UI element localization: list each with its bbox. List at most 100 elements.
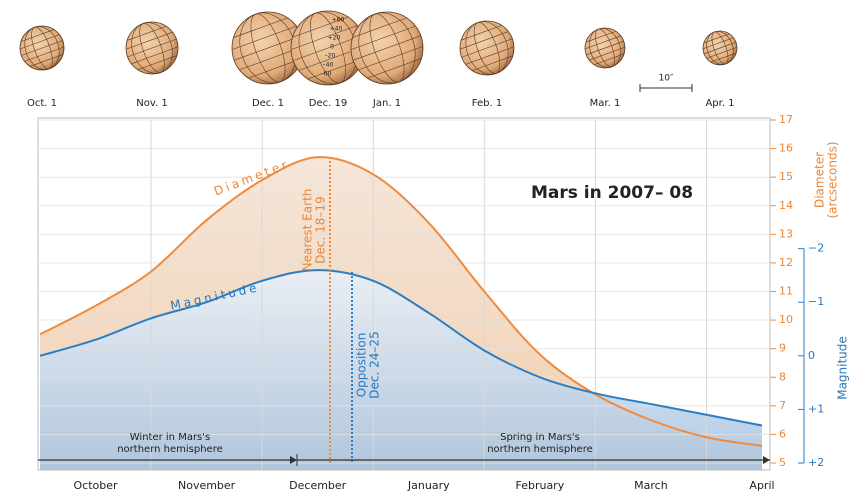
globe-parallel bbox=[127, 25, 167, 41]
globe-parallel bbox=[593, 53, 625, 66]
globe-meridian bbox=[589, 28, 621, 68]
y-axis-title: Diameter bbox=[813, 152, 827, 208]
globe-parallel bbox=[706, 46, 738, 59]
y-tick-label: 8 bbox=[779, 370, 786, 383]
globe-label: Dec. 19 bbox=[309, 98, 347, 109]
globe-meridian bbox=[24, 26, 60, 70]
plot-area bbox=[37, 117, 771, 471]
y-tick-label: 10 bbox=[779, 313, 793, 326]
globe-latitude: –60 bbox=[321, 71, 332, 78]
globe bbox=[19, 25, 65, 71]
x-tick-label: December bbox=[289, 479, 347, 492]
globe-parallel bbox=[20, 29, 55, 42]
y2-tick-label: +2 bbox=[808, 456, 824, 469]
globe-parallel bbox=[703, 41, 737, 55]
annotation: northern hemisphere bbox=[117, 444, 223, 455]
y-tick-label: 5 bbox=[779, 456, 786, 469]
globe-parallel bbox=[358, 46, 424, 71]
globe-parallel bbox=[131, 46, 179, 65]
globe-parallel bbox=[125, 31, 173, 50]
globe-parallel bbox=[459, 31, 509, 50]
y2-tick-label: 0 bbox=[808, 349, 815, 362]
globe-meridian bbox=[706, 31, 734, 65]
y2-tick-label: −1 bbox=[808, 295, 824, 308]
globe-latitude: –20 bbox=[325, 53, 336, 60]
globe-parallel bbox=[21, 40, 63, 56]
globe-parallel bbox=[586, 40, 624, 56]
scale-bar-label: 10″ bbox=[659, 74, 674, 84]
globe-parallel bbox=[702, 37, 734, 50]
annotation: Spring in Mars's bbox=[500, 432, 580, 443]
globe-parallel bbox=[461, 25, 502, 41]
y-tick-label: 13 bbox=[779, 227, 793, 240]
globe-meridian bbox=[131, 22, 173, 74]
globe-parallel bbox=[703, 33, 730, 44]
x-tick-label: January bbox=[407, 479, 450, 492]
y-tick-label: 7 bbox=[779, 399, 786, 412]
series-line bbox=[39, 156, 763, 447]
annotation: Opposition bbox=[355, 333, 369, 398]
globe-parallel bbox=[234, 35, 302, 61]
globe-latitude: +40 bbox=[330, 26, 343, 33]
arrow-head bbox=[290, 456, 297, 464]
y-tick-label: 6 bbox=[779, 427, 786, 440]
globe bbox=[350, 11, 424, 85]
globe-parallel bbox=[461, 38, 513, 58]
globe-parallel bbox=[350, 25, 416, 50]
globe-latitude: +20 bbox=[328, 35, 341, 42]
annotation: Nearest Earth bbox=[301, 189, 315, 272]
x-tick-label: March bbox=[634, 479, 668, 492]
globe-parallel bbox=[290, 25, 358, 50]
globe-meridian bbox=[358, 12, 416, 84]
globe bbox=[459, 20, 515, 76]
globe-latitude: +60 bbox=[332, 17, 345, 24]
y-tick-label: 12 bbox=[779, 256, 793, 269]
globe-parallel bbox=[367, 58, 422, 79]
y2-tick-label: −2 bbox=[808, 242, 824, 255]
globe-parallel bbox=[233, 17, 288, 38]
series-line bbox=[39, 269, 763, 427]
globe-parallel bbox=[231, 25, 297, 50]
y2-tick-label: +1 bbox=[808, 402, 824, 415]
x-tick-label: October bbox=[74, 479, 118, 492]
annotation: Winter in Mars's bbox=[130, 432, 210, 443]
y-tick-label: 15 bbox=[779, 170, 793, 183]
globe-parallel bbox=[472, 55, 513, 71]
y-tick-label: 11 bbox=[779, 285, 793, 298]
globe bbox=[584, 27, 626, 69]
globe-parallel bbox=[710, 52, 737, 63]
globe-parallel bbox=[293, 35, 363, 61]
x-tick-label: April bbox=[749, 479, 774, 492]
globe-parallel bbox=[353, 35, 421, 61]
globe-latitude: –40 bbox=[323, 62, 334, 69]
globe-parallel bbox=[137, 55, 177, 71]
annotation: Dec. 24–25 bbox=[368, 331, 382, 398]
globe-parallel bbox=[24, 46, 65, 62]
globe bbox=[290, 10, 366, 86]
arrow-head bbox=[763, 456, 770, 464]
globe-label: Dec. 1 bbox=[252, 98, 284, 109]
x-tick-label: February bbox=[515, 479, 564, 492]
y-tick-label: 17 bbox=[779, 113, 793, 126]
globe-parallel bbox=[29, 54, 64, 67]
y-axis-title: (arcseconds) bbox=[826, 141, 840, 218]
globe-parallel bbox=[584, 35, 621, 50]
globe bbox=[125, 21, 179, 75]
y-tick-label: 16 bbox=[779, 142, 793, 155]
y2-axis-title: Magnitude bbox=[836, 336, 850, 400]
globe-label: Mar. 1 bbox=[590, 98, 621, 109]
globe-label: Jan. 1 bbox=[372, 98, 401, 109]
globe-label: Oct. 1 bbox=[27, 98, 57, 109]
annotation: northern hemisphere bbox=[487, 444, 593, 455]
globe-parallel bbox=[19, 34, 60, 50]
globe-parallel bbox=[589, 46, 626, 61]
y-tick-label: 14 bbox=[779, 199, 793, 212]
globe-label: Nov. 1 bbox=[136, 98, 167, 109]
globe-parallel bbox=[465, 46, 515, 65]
annotation: Dec. 18–19 bbox=[314, 196, 328, 263]
chart-title: Mars in 2007– 08 bbox=[531, 183, 693, 203]
globe-meridian bbox=[465, 21, 509, 75]
globe-label: Apr. 1 bbox=[705, 98, 734, 109]
globe bbox=[702, 30, 738, 66]
